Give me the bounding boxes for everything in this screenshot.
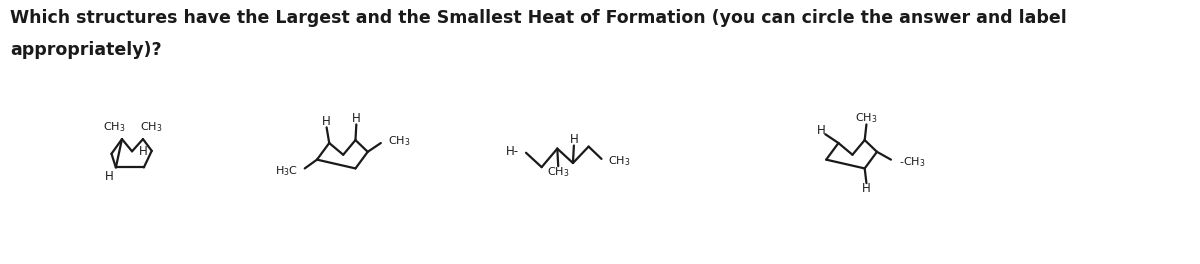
Text: Which structures have the Largest and the Smallest Heat of Formation (you can ci: Which structures have the Largest and th… <box>11 9 1067 27</box>
Text: H$_3$C: H$_3$C <box>275 164 298 178</box>
Text: CH$_3$: CH$_3$ <box>547 165 570 179</box>
Text: H: H <box>816 124 826 137</box>
Text: H: H <box>570 133 578 146</box>
Text: H: H <box>862 182 871 195</box>
Text: appropriately)?: appropriately)? <box>11 41 162 59</box>
Text: H-: H- <box>505 145 518 158</box>
Text: CH$_3$: CH$_3$ <box>856 112 877 125</box>
Text: H: H <box>352 112 361 125</box>
Text: H: H <box>104 170 113 183</box>
Text: CH$_3$: CH$_3$ <box>388 134 410 148</box>
Text: H: H <box>139 145 148 158</box>
Text: CH$_3$: CH$_3$ <box>608 154 630 168</box>
Text: -CH$_3$: -CH$_3$ <box>899 156 925 169</box>
Text: H: H <box>323 115 331 128</box>
Text: CH$_3$: CH$_3$ <box>103 120 125 134</box>
Text: CH$_3$: CH$_3$ <box>139 120 162 134</box>
